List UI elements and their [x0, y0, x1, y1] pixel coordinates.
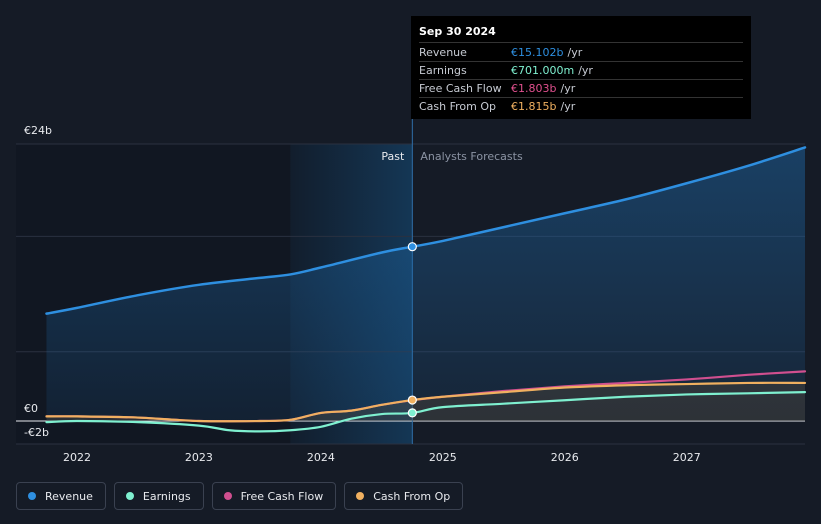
tooltip-label: Cash From Op: [419, 100, 497, 113]
tooltip-label: Revenue: [419, 46, 467, 59]
tooltip-row-free-cash-flow: Free Cash Flow €1.803b /yr: [419, 80, 743, 98]
cash-from-op-line: [45, 381, 807, 423]
tooltip-value: €15.102b: [511, 46, 564, 59]
x-tick-label: 2026: [551, 451, 579, 464]
earnings-marker: [407, 408, 417, 418]
tooltip-unit: /yr: [578, 64, 593, 77]
tooltip-date: Sep 30 2024: [419, 24, 743, 43]
tooltip-row-cash-from-op: Cash From Op €1.815b /yr: [419, 98, 743, 115]
tooltip-unit: /yr: [567, 46, 583, 59]
tooltip-value: €1.803b: [511, 82, 557, 95]
legend-label: Revenue: [45, 489, 93, 503]
x-tick-label: 2024: [307, 451, 335, 464]
tooltip-value: €1.815b: [511, 100, 557, 113]
legend-item-cash-from-op[interactable]: Cash From Op: [344, 482, 464, 510]
tooltip-unit: /yr: [560, 100, 576, 113]
x-tick-label: 2022: [63, 451, 91, 464]
forecast-label: Analysts Forecasts: [420, 150, 523, 163]
legend-label: Cash From Op: [373, 489, 451, 503]
past-label: Past: [381, 150, 405, 163]
earnings-line: [45, 391, 807, 433]
revenue-line: [45, 146, 807, 315]
revenue-area: [46, 147, 805, 421]
legend: Revenue Earnings Free Cash Flow Cash Fro…: [16, 482, 464, 510]
revenue-marker: [407, 242, 417, 252]
cash-from-op-area: [46, 382, 805, 422]
tooltip-value: €701.000m: [511, 64, 575, 77]
y-tick-label: €0: [24, 402, 38, 415]
cash-from-op-marker: [407, 395, 417, 405]
legend-dot-icon: [356, 492, 365, 500]
tooltip-row-earnings: Earnings €701.000m /yr: [419, 62, 743, 80]
legend-item-free-cash-flow[interactable]: Free Cash Flow: [211, 482, 337, 510]
legend-item-earnings[interactable]: Earnings: [113, 482, 204, 510]
x-tick-label: 2023: [185, 451, 213, 464]
x-tick-label: 2025: [429, 451, 457, 464]
legend-label: Free Cash Flow: [240, 489, 324, 503]
legend-label: Earnings: [142, 489, 191, 503]
y-tick-label: -€2b: [24, 426, 49, 439]
tooltip-label: Free Cash Flow: [419, 82, 502, 95]
legend-dot-icon: [125, 492, 134, 500]
tooltip-unit: /yr: [560, 82, 576, 95]
legend-dot-icon: [223, 492, 232, 500]
legend-item-revenue[interactable]: Revenue: [16, 482, 106, 510]
tooltip-row-revenue: Revenue €15.102b /yr: [419, 44, 743, 62]
tooltip-label: Earnings: [419, 64, 467, 77]
y-tick-label: €24b: [24, 124, 52, 137]
tooltip: Sep 30 2024 Revenue €15.102b /yr Earning…: [411, 16, 751, 119]
x-tick-label: 2027: [673, 451, 701, 464]
legend-dot-icon: [28, 492, 36, 500]
